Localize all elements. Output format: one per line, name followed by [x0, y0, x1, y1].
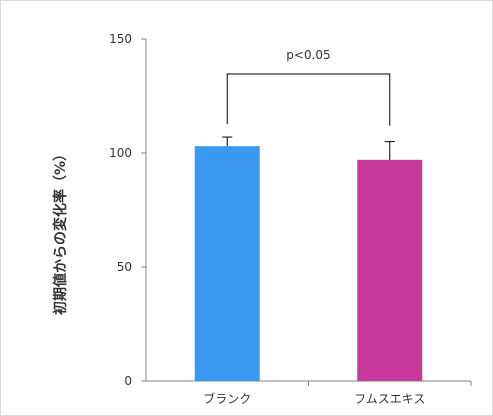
- y-axis-title: 初期値からの変化率（%）: [52, 147, 69, 315]
- category-label: フムスエキス: [354, 392, 425, 406]
- category-label: ブランク: [203, 391, 251, 406]
- bar: [194, 146, 260, 381]
- significance-bracket: [226, 73, 391, 126]
- axes: 0 50 100 150 ブランク フムスエキス: [109, 32, 472, 406]
- y-tick-label: 150: [109, 32, 132, 46]
- y-tick-label: 100: [109, 146, 132, 160]
- y-tick-label: 0: [124, 374, 132, 388]
- bars: [194, 136, 423, 381]
- y-tick-label: 50: [117, 260, 132, 274]
- bar: [357, 159, 423, 381]
- significance-label: p<0.05: [286, 48, 330, 62]
